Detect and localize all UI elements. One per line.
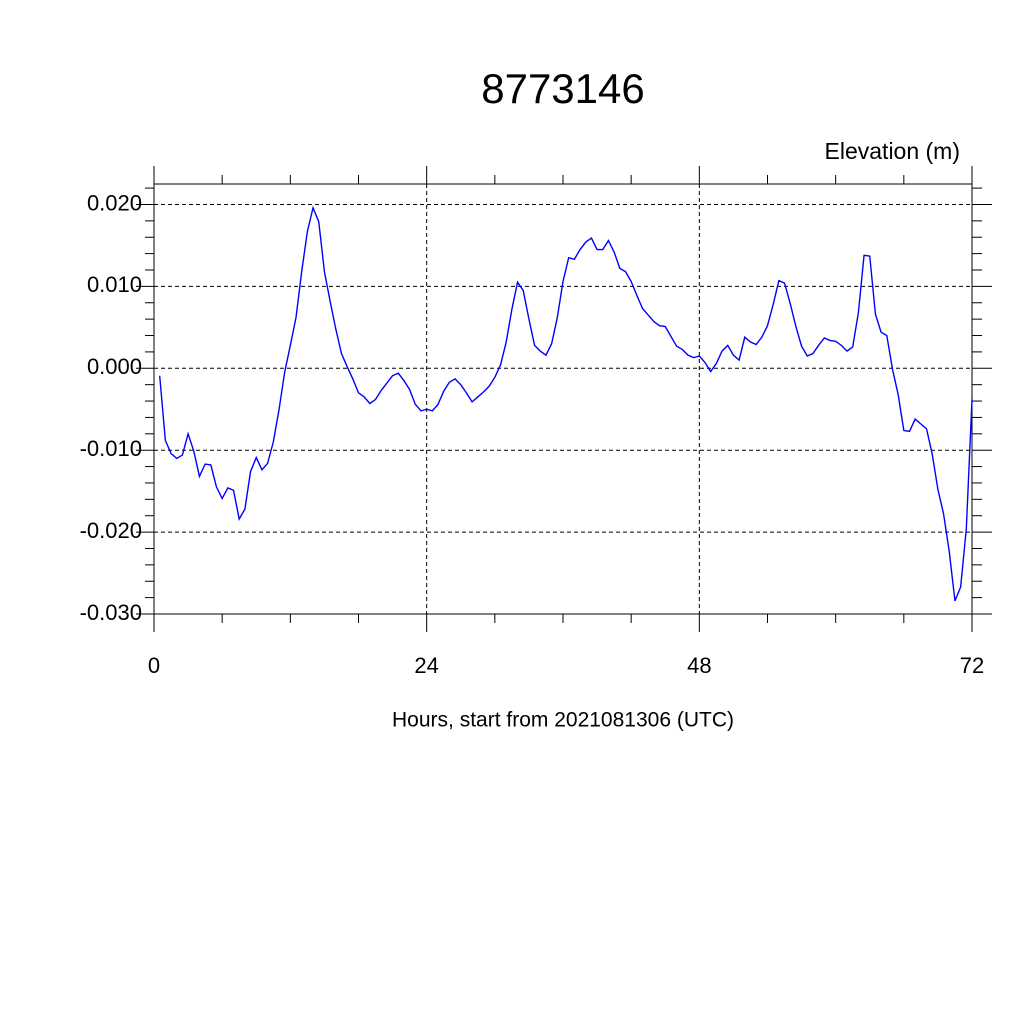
x-tick-label: 24 [414,653,438,678]
y-tick-label: -0.020 [80,518,142,543]
y-tick-label: -0.010 [80,436,142,461]
x-tick-label: 48 [687,653,711,678]
chart-title: 8773146 [481,65,645,112]
y-tick-label: 0.010 [87,272,142,297]
chart-subtitle: Elevation (m) [825,138,960,164]
x-axis-label: Hours, start from 2021081306 (UTC) [392,709,734,732]
data-line [158,205,973,602]
x-tick-label: 72 [960,653,984,678]
x-tick-label: 0 [148,653,160,678]
y-tick-label: 0.000 [87,354,142,379]
y-tick-label: -0.030 [80,600,142,625]
plot-frame [153,183,973,615]
y-tick-label: 0.020 [87,190,142,215]
